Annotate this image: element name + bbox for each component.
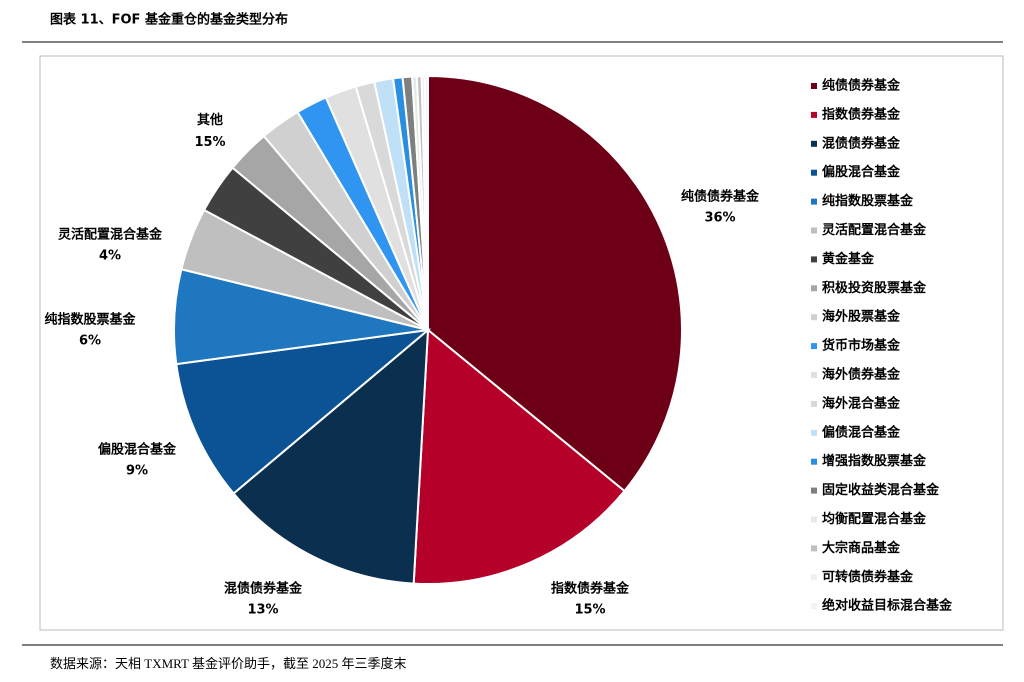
- slice-value-label: 15%: [574, 603, 605, 618]
- slice-value-label: 36%: [704, 211, 735, 226]
- legend-swatch: [811, 487, 817, 494]
- legend-label: 灵活配置混合基金: [822, 222, 927, 238]
- slice-value-label: 6%: [79, 334, 101, 349]
- legend-label: 增强指数股票基金: [822, 453, 927, 469]
- legend-swatch: [811, 574, 817, 581]
- legend-label: 绝对收益目标混合基金: [822, 598, 953, 614]
- legend-swatch: [811, 458, 817, 465]
- chart-frame: [39, 55, 1004, 631]
- legend-swatch: [811, 198, 817, 205]
- pie-slice: [423, 74, 429, 331]
- slice-value-label: 4%: [99, 249, 121, 264]
- legend-label: 积极投资股票基金: [822, 280, 927, 296]
- legend-swatch: [811, 227, 817, 234]
- other-label: 其他: [197, 112, 223, 128]
- legend-swatch: [811, 314, 817, 321]
- pie-slice: [175, 328, 432, 495]
- legend-label: 海外债券基金: [822, 367, 901, 383]
- legend-label: 偏债混合基金: [822, 424, 901, 440]
- slice-label: 纯指数股票基金: [44, 312, 136, 328]
- pie-slice: [232, 327, 430, 585]
- legend-swatch: [811, 256, 817, 263]
- chart-title: 图表 11、FOF 基金重仓的基金类型分布: [50, 12, 288, 28]
- legend-label: 海外混合基金: [822, 395, 901, 411]
- pie-slice: [412, 327, 626, 585]
- legend-label: 偏股混合基金: [822, 164, 901, 180]
- legend-swatch: [811, 83, 817, 89]
- slice-label: 指数债券基金: [551, 581, 630, 597]
- legend-swatch: [811, 429, 817, 436]
- legend-swatch: [811, 169, 817, 176]
- legend-swatch: [811, 400, 817, 407]
- other-value-label: 15%: [194, 135, 225, 150]
- legend-label: 纯债债券基金: [822, 78, 901, 94]
- pie-slice: [427, 74, 683, 493]
- slice-label: 偏股混合基金: [98, 442, 177, 458]
- legend-swatch: [811, 372, 817, 378]
- legend-swatch: [811, 285, 817, 292]
- legend-swatch: [811, 343, 817, 350]
- legend-label: 纯指数股票基金: [822, 193, 914, 209]
- slice-value-label: 9%: [126, 464, 148, 479]
- legend-label: 固定收益类混合基金: [822, 482, 940, 498]
- slice-value-label: 13%: [247, 603, 278, 618]
- slice-label: 灵活配置混合基金: [58, 227, 163, 243]
- legend-label: 货币市场基金: [822, 338, 901, 354]
- legend-swatch: [811, 140, 817, 147]
- legend-label: 可转债债券基金: [822, 569, 914, 585]
- legend-label: 大宗商品基金: [822, 540, 901, 556]
- legend-swatch: [811, 545, 817, 552]
- legend-swatch: [811, 603, 817, 610]
- source-note: 数据来源：天相 TXMRT 基金评价助手，截至 2025 年三季度末: [50, 656, 407, 671]
- legend-label: 混债债券基金: [822, 135, 901, 151]
- legend-label: 均衡配置混合基金: [822, 511, 927, 527]
- slice-label: 纯债债券基金: [681, 189, 760, 205]
- legend-label: 海外股票基金: [822, 309, 901, 325]
- legend-swatch: [811, 516, 817, 523]
- legend-label: 黄金基金: [822, 251, 875, 267]
- slice-label: 混债债券基金: [224, 581, 303, 597]
- legend-swatch: [811, 111, 817, 118]
- legend-label: 指数债券基金: [822, 106, 901, 122]
